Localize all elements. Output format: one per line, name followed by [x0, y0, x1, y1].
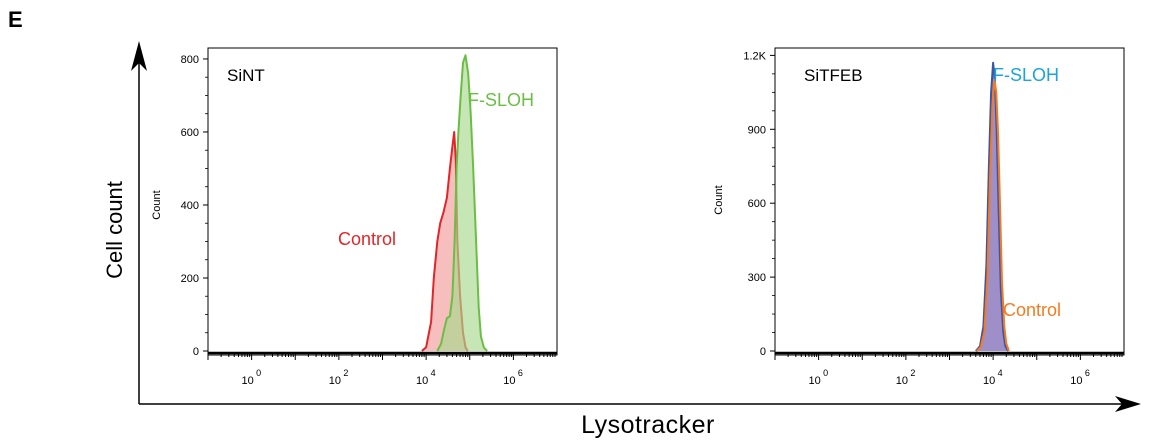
- y-tick-label: 0: [193, 346, 199, 358]
- panel-label-sitfeb: SiTFEB: [804, 66, 863, 85]
- series-label-control: Control: [1003, 300, 1061, 320]
- y-axis-label: Count: [151, 190, 163, 219]
- series-fill-f-sloh: [437, 55, 488, 352]
- y-tick-label: 600: [748, 198, 766, 210]
- x-tick-label: 10: [416, 375, 428, 387]
- y-tick-label: 200: [181, 273, 199, 285]
- series-label-fslo: F-SLOH: [993, 65, 1059, 85]
- shared-y-arrow-icon: [131, 41, 147, 71]
- series-label-control: Control: [338, 229, 396, 249]
- shared-y-label: Cell count: [102, 181, 127, 279]
- y-tick-label: 1.2K: [743, 50, 766, 62]
- x-tick-label: 10: [329, 375, 341, 387]
- y-tick-label: 600: [181, 127, 199, 139]
- x-tick-exponent: 0: [256, 368, 261, 378]
- x-tick-exponent: 6: [1085, 368, 1090, 378]
- series-layer: [975, 61, 1010, 352]
- x-tick-label: 10: [896, 375, 908, 387]
- shared-x-label: Lysotracker: [581, 411, 715, 439]
- y-tick-label: 0: [760, 346, 766, 358]
- series-line-control: [976, 79, 1010, 352]
- y-tick-label: 300: [748, 272, 766, 284]
- series-line-f-sloh: [975, 61, 1009, 352]
- x-tick-exponent: 4: [998, 368, 1003, 378]
- y-tick-label: 400: [181, 200, 199, 212]
- y-tick-label: 800: [181, 54, 199, 66]
- x-tick-label: 10: [983, 375, 995, 387]
- y-axis-label: Count: [713, 185, 725, 214]
- series-layer: [421, 54, 488, 352]
- x-tick-exponent: 6: [518, 368, 523, 378]
- series-line-f-sloh: [436, 54, 488, 352]
- x-tick-exponent: 0: [823, 368, 828, 378]
- x-tick-exponent: 2: [343, 368, 348, 378]
- x-tick-label: 10: [1070, 375, 1082, 387]
- panel-label-sint: SiNT: [227, 66, 265, 85]
- x-tick-label: 10: [809, 375, 821, 387]
- x-tick-exponent: 4: [431, 368, 436, 378]
- series-label-fslo: F-SLOH: [468, 90, 534, 110]
- y-tick-label: 900: [748, 124, 766, 136]
- shared-x-arrow-icon: [1115, 396, 1141, 412]
- x-tick-label: 10: [242, 375, 254, 387]
- x-tick-exponent: 2: [910, 368, 915, 378]
- x-tick-label: 10: [503, 375, 515, 387]
- panel-letter: E: [8, 7, 23, 32]
- plot-frame: [774, 47, 1125, 356]
